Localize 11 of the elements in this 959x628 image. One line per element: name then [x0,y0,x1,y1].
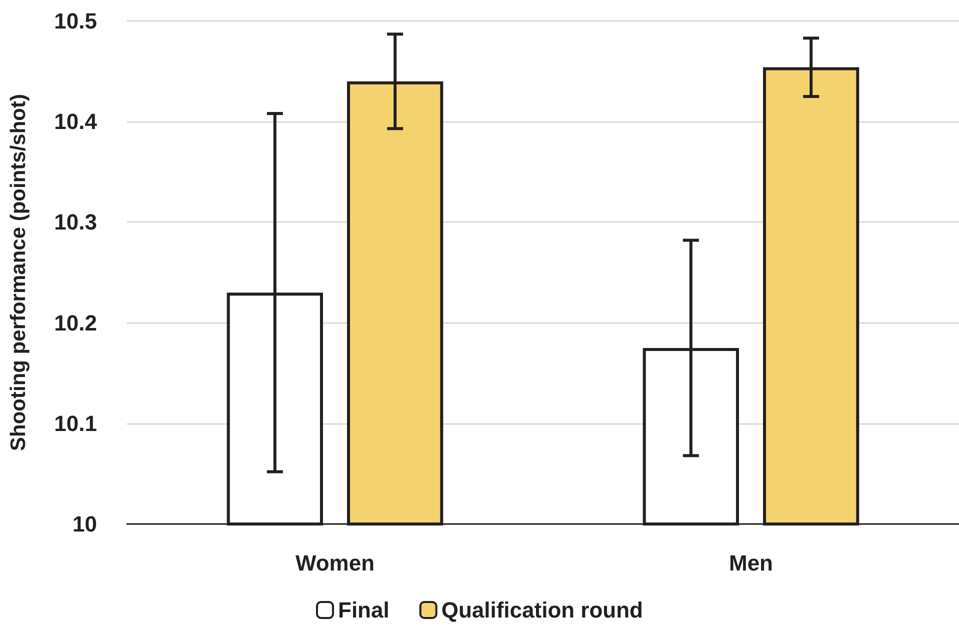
x-tick-label: Men [729,550,773,576]
y-tick-label: 10.4 [54,109,98,134]
y-tick-label: 10.1 [54,410,97,436]
x-tick-label: Women [295,550,375,576]
y-tick-label: 10.5 [54,8,97,34]
y-tick-label: 10.3 [54,210,97,235]
legend-label: Final [338,598,390,622]
y-tick-label: 10.2 [54,310,97,336]
legend-label: Qualification round [441,598,644,622]
y-axis-title: Shooting performance (points/shot) [7,94,30,451]
y-tick-label: 10 [72,512,97,536]
